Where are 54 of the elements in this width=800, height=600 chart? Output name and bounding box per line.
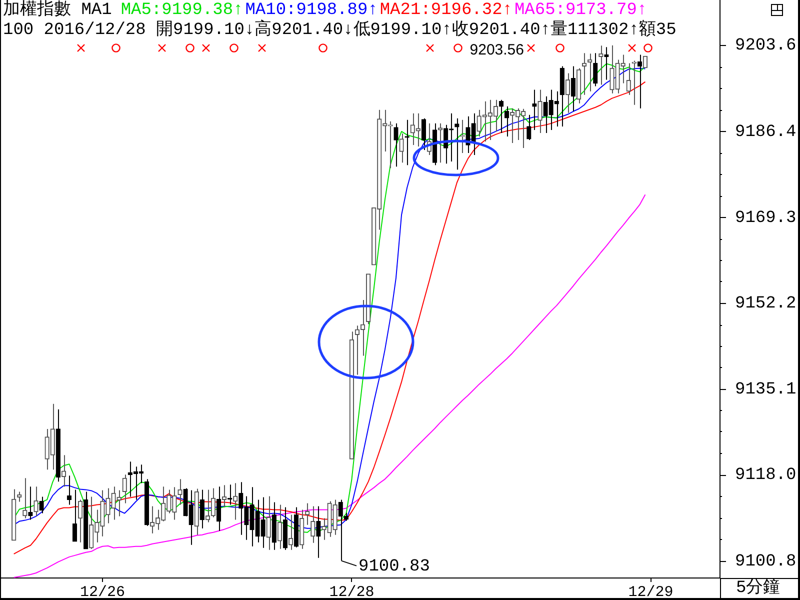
candlestick bbox=[532, 89, 537, 130]
candlestick bbox=[233, 482, 238, 520]
candlestick bbox=[598, 45, 604, 86]
candlestick bbox=[122, 474, 127, 504]
candlestick bbox=[200, 489, 204, 529]
candlestick bbox=[22, 478, 28, 519]
candlestick bbox=[72, 489, 78, 542]
candlestick bbox=[78, 499, 83, 543]
candlestick bbox=[61, 454, 66, 488]
candlestick bbox=[421, 118, 426, 151]
text: MA65:9173.79↑ bbox=[514, 1, 648, 20]
candlestick bbox=[504, 106, 510, 137]
candlestick bbox=[394, 122, 398, 168]
x-tick-label: 12/26 bbox=[80, 584, 125, 600]
candlestick bbox=[642, 56, 648, 68]
candlestick bbox=[565, 72, 570, 114]
x-tick-label: 12/28 bbox=[329, 584, 374, 600]
x-tick-label: 12/29 bbox=[628, 584, 674, 600]
candlestick bbox=[460, 119, 465, 154]
candlestick bbox=[316, 506, 321, 558]
candlestick bbox=[593, 52, 598, 87]
candlestick bbox=[538, 89, 542, 134]
x-axis-title: 5分鐘 bbox=[736, 579, 780, 598]
y-tick-label: 9203.6 bbox=[735, 36, 796, 56]
candlestick bbox=[498, 99, 504, 134]
candlestick bbox=[626, 62, 631, 96]
annotation: 9203.56 bbox=[470, 42, 524, 58]
candlestick bbox=[216, 486, 222, 532]
y-tick-label: 9118.0 bbox=[735, 466, 796, 486]
candlestick bbox=[288, 514, 294, 550]
annotation: 9100.83 bbox=[358, 557, 430, 576]
candlestick bbox=[178, 478, 182, 506]
candlestick bbox=[399, 132, 404, 164]
y-tick-label: 9135.1 bbox=[735, 380, 796, 400]
y-tick-label: 9186.4 bbox=[735, 122, 796, 142]
candlestick bbox=[404, 119, 410, 166]
candlestick bbox=[28, 486, 33, 520]
text: MA10:9198.89↑ bbox=[245, 1, 378, 20]
candlestick bbox=[39, 496, 44, 514]
candlestick bbox=[570, 66, 576, 112]
candlestick bbox=[266, 496, 271, 550]
y-tick-label: 9100.8 bbox=[735, 552, 796, 572]
text: MA5:9199.38↑ bbox=[120, 1, 244, 20]
candlestick bbox=[438, 122, 443, 164]
chart-title: 加權指數 MA1 bbox=[3, 1, 112, 20]
candlestick bbox=[277, 504, 282, 550]
candlestick bbox=[310, 506, 316, 544]
y-tick-label: 9152.2 bbox=[735, 294, 796, 314]
text: 100 2016/12/28 開9199.10↓高9201.40↓低9199.10↑收9201.40↑量111302↑額35 bbox=[3, 21, 676, 40]
candlestick bbox=[454, 118, 460, 170]
text: MA21:9196.32↑ bbox=[380, 1, 512, 20]
candlestick bbox=[526, 114, 532, 140]
candlestick bbox=[34, 486, 38, 517]
y-tick-label: 9169.3 bbox=[735, 208, 796, 228]
